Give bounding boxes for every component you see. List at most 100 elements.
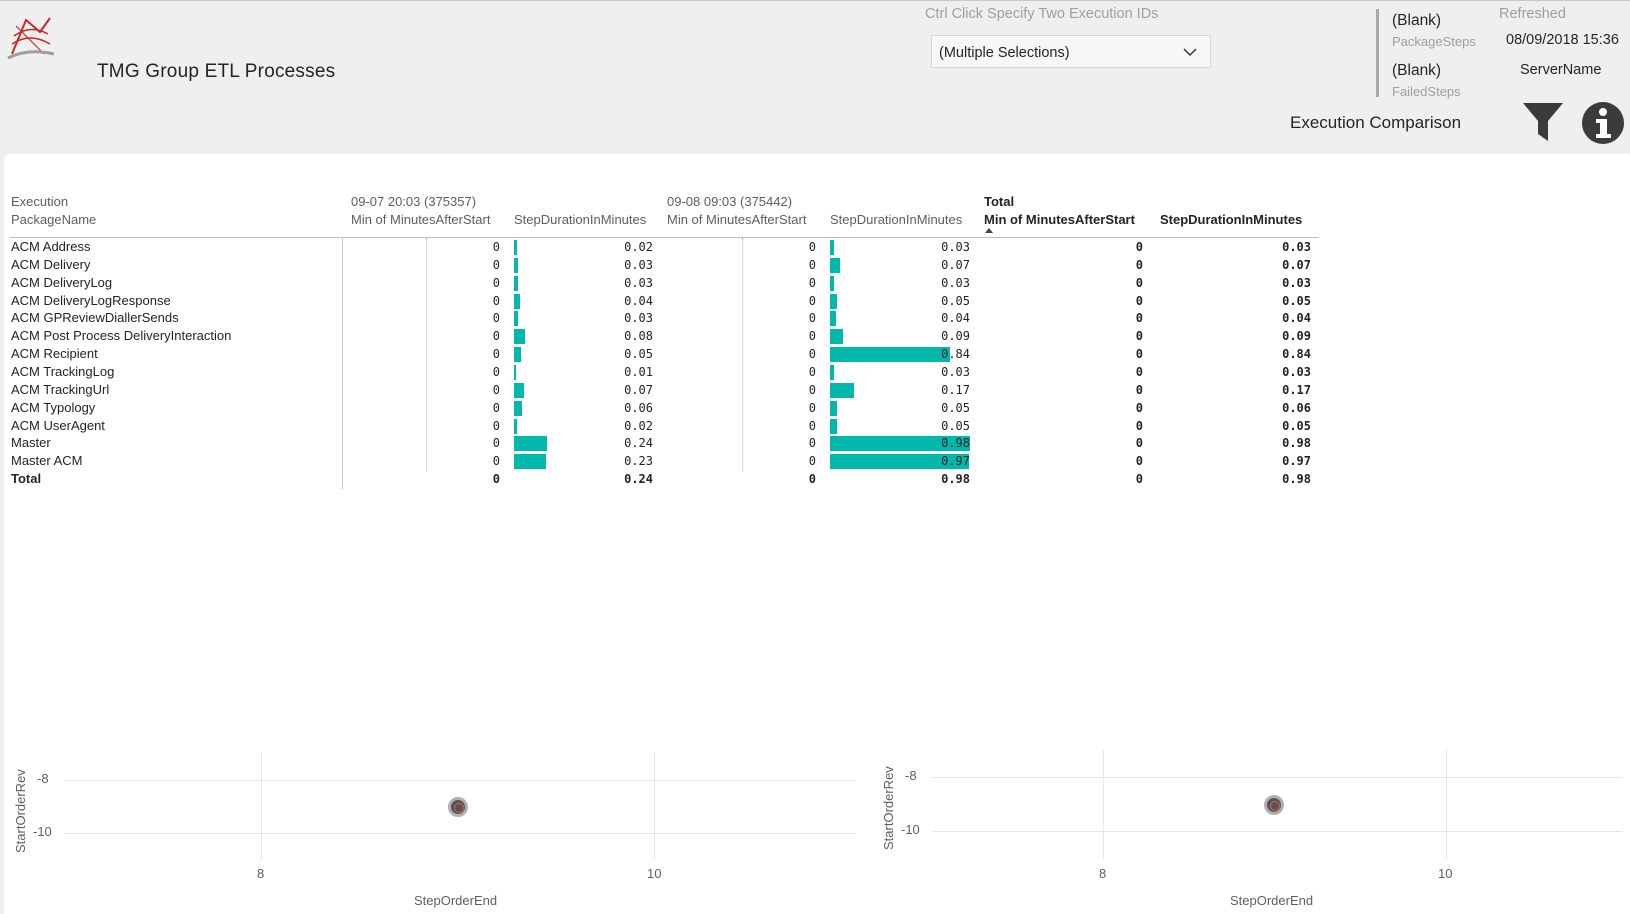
- y-axis-title: StartOrderRev: [13, 769, 28, 853]
- duration-bar: [830, 240, 834, 255]
- x-tick: 8: [1099, 866, 1107, 881]
- duration-bar: [830, 365, 834, 380]
- package-name: ACM Delivery: [11, 257, 91, 272]
- total-min-minutes-value: 0: [1135, 347, 1143, 361]
- min-minutes-value: 0: [808, 276, 816, 290]
- step-duration-value: 0.03: [941, 240, 970, 254]
- row-header-border: [342, 238, 343, 489]
- package-steps-value: (Blank): [1392, 12, 1442, 29]
- report-logo-icon: [7, 17, 55, 60]
- min-minutes-value: 0: [808, 401, 816, 415]
- duration-bar: [514, 383, 524, 398]
- min-minutes-value: 0: [492, 383, 500, 397]
- total-min-minutes-value: 0: [1135, 311, 1143, 325]
- gridline: [261, 752, 262, 860]
- app-title: TMG Group ETL Processes: [97, 61, 336, 82]
- duration-bar: [830, 401, 837, 416]
- package-name: ACM UserAgent: [11, 418, 105, 433]
- total-step-duration-value: 0.03: [1282, 365, 1311, 379]
- min-minutes-value: 0: [808, 454, 816, 468]
- refreshed-label: Refreshed: [1499, 6, 1566, 22]
- exec1-dur-header[interactable]: StepDurationInMinutes: [514, 212, 647, 227]
- total-min-minutes-value: 0: [1135, 276, 1143, 290]
- gridline: [932, 831, 1622, 832]
- duration-bar: [514, 311, 518, 326]
- duration-bar: [830, 329, 843, 344]
- step-duration-value: 0.84: [941, 347, 970, 361]
- total-min-minutes-value: 0: [1135, 436, 1143, 450]
- min-minutes-value: 0: [808, 258, 816, 272]
- min-minutes-value: 0: [492, 240, 500, 254]
- gridline: [654, 752, 655, 860]
- min-minutes-value: 0: [492, 365, 500, 379]
- exec2-min-header[interactable]: Min of MinutesAfterStart: [667, 212, 807, 227]
- gridline: [1103, 750, 1104, 860]
- total-step-duration-value: 0.97: [1282, 454, 1311, 468]
- gridline: [1446, 750, 1447, 860]
- total-min-minutes-value: 0: [1135, 365, 1143, 379]
- package-name: ACM TrackingUrl: [11, 382, 110, 397]
- step-duration-value: 0.07: [941, 258, 970, 272]
- min-minutes-value: 0: [492, 276, 500, 290]
- step-duration-value: 0.03: [624, 276, 653, 290]
- step-duration-value: 0.05: [941, 294, 970, 308]
- min-minutes-value: 0: [808, 329, 816, 343]
- step-duration-value: 0.04: [941, 311, 970, 325]
- data-point[interactable]: [1264, 795, 1284, 815]
- total-step-duration-value: 0.06: [1282, 401, 1311, 415]
- min-minutes-value: 0: [808, 311, 816, 325]
- x-tick: 8: [257, 866, 265, 881]
- total-dur-header[interactable]: StepDurationInMinutes: [1160, 212, 1303, 227]
- total-row-label: Total: [11, 471, 42, 486]
- min-minutes-value: 0: [492, 419, 500, 433]
- step-duration-value: 0.98: [941, 472, 970, 486]
- x-tick: 10: [647, 866, 662, 881]
- duration-bar: [514, 401, 522, 416]
- step-duration-value: 0.03: [941, 365, 970, 379]
- duration-bar: [514, 258, 518, 273]
- execution-id-slicer[interactable]: (Multiple Selections): [931, 35, 1211, 68]
- step-duration-value: 0.08: [624, 329, 653, 343]
- duration-bar: [514, 240, 517, 255]
- step-duration-value: 0.23: [624, 454, 653, 468]
- info-icon[interactable]: [1581, 101, 1625, 145]
- exec2-dur-header[interactable]: StepDurationInMinutes: [830, 212, 963, 227]
- filter-icon[interactable]: [1521, 101, 1565, 144]
- duration-bar: [514, 329, 525, 344]
- data-point[interactable]: [448, 797, 468, 817]
- min-minutes-value: 0: [492, 294, 500, 308]
- min-minutes-value: 0: [808, 294, 816, 308]
- duration-bar: [514, 276, 518, 291]
- gridline: [932, 777, 1622, 778]
- duration-bar: [830, 276, 834, 291]
- step-duration-value: 0.03: [624, 258, 653, 272]
- step-duration-value: 0.98: [941, 436, 970, 450]
- min-minutes-value: 0: [492, 454, 500, 468]
- y-axis-title: StartOrderRev: [881, 766, 896, 850]
- total-step-duration-value: 0.03: [1282, 240, 1311, 254]
- y-tick: -8: [905, 768, 917, 783]
- page-name: Execution Comparison: [1290, 113, 1462, 132]
- duration-bar: [830, 347, 950, 362]
- duration-bar: [830, 258, 840, 273]
- duration-bar: [830, 383, 854, 398]
- step-duration-value: 0.24: [624, 436, 653, 450]
- step-duration-value: 0.17: [941, 383, 970, 397]
- exec2-header[interactable]: 09-08 09:03 (375442): [667, 194, 793, 209]
- top-divider: [0, 0, 1630, 1]
- duration-bar: [514, 365, 516, 380]
- total-step-duration-value: 0.84: [1282, 347, 1311, 361]
- total-min-minutes-value: 0: [1135, 419, 1143, 433]
- card-divider: [1376, 9, 1379, 97]
- duration-bar: [830, 436, 970, 451]
- duration-bar: [830, 454, 969, 469]
- min-minutes-value: 0: [808, 347, 816, 361]
- exec1-min-header[interactable]: Min of MinutesAfterStart: [351, 212, 491, 227]
- total-min-header[interactable]: Min of MinutesAfterStart: [984, 212, 1135, 227]
- total-min-minutes-value: 0: [1135, 294, 1143, 308]
- package-name: ACM Recipient: [11, 346, 98, 361]
- report-panel: [4, 154, 1630, 914]
- slicer-caption: Ctrl Click Specify Two Execution IDs: [925, 6, 1159, 22]
- step-duration-value: 0.06: [624, 401, 653, 415]
- exec1-header[interactable]: 09-07 20:03 (375357): [351, 194, 477, 209]
